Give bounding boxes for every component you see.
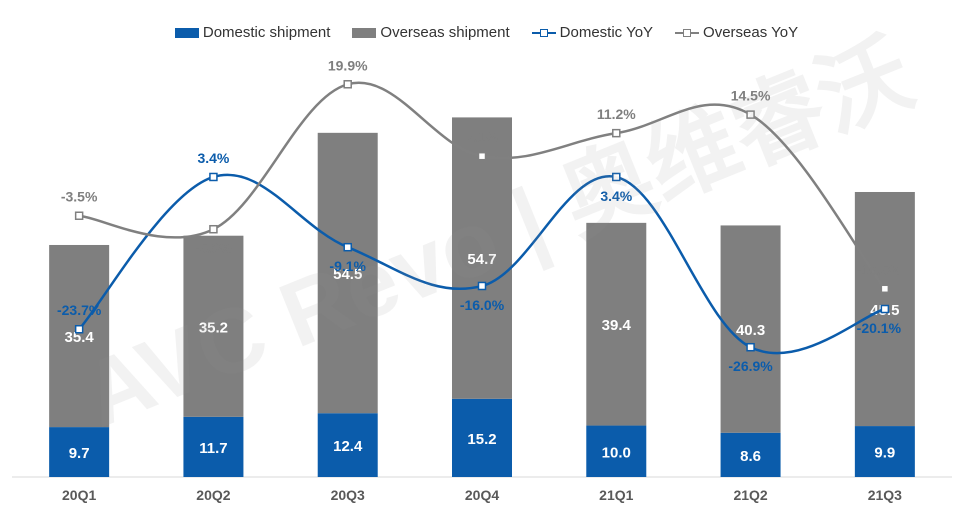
bar-label-overseas-20Q1: 35.4 [65, 329, 95, 346]
x-tick-label-20Q2: 20Q2 [196, 487, 230, 503]
point-label-overseas-yoy-20Q1: -3.5% [61, 189, 98, 205]
bar-label-domestic-21Q3: 9.9 [874, 445, 895, 462]
legend-item-overseas-yoy: Overseas YoY [675, 24, 798, 41]
bar-domestic-20Q4 [452, 398, 512, 477]
point-overseas-yoy-21Q1 [612, 128, 621, 138]
point-domestic-yoy-21Q1 [612, 172, 621, 182]
x-tick-label-20Q1: 20Q1 [62, 487, 96, 503]
legend-item-overseas-shipment: Overseas shipment [352, 24, 510, 41]
bar-label-overseas-21Q2: 40.3 [736, 322, 765, 339]
point-overseas-yoy-20Q1 [74, 211, 84, 220]
point-label-domestic-yoy-20Q1: -23.7% [57, 302, 102, 318]
point-label-overseas-yoy-21Q3: -16.5% [857, 262, 902, 278]
legend-label-domestic-yoy: Domestic YoY [559, 24, 654, 41]
bar-label-domestic-20Q4: 15.2 [467, 431, 496, 448]
bar-label-domestic-20Q3: 12.4 [333, 438, 363, 455]
bar-overseas-21Q1 [586, 222, 647, 426]
point-domestic-yoy-20Q3 [343, 242, 352, 252]
bar-label-overseas-20Q4: 54.7 [467, 251, 496, 268]
point-overseas-yoy-20Q4 [477, 151, 487, 161]
bar-label-overseas-21Q1: 39.4 [602, 317, 632, 334]
bar-label-overseas-20Q3: 54.5 [333, 266, 362, 283]
bar-domestic-21Q3 [854, 426, 915, 477]
point-domestic-yoy-20Q1 [74, 324, 84, 334]
point-label-overseas-yoy-20Q4: 7.1% [466, 129, 498, 145]
point-label-domestic-yoy-21Q3: -20.1% [857, 320, 902, 336]
point-label-overseas-yoy-21Q2: 14.5% [731, 88, 771, 104]
bar-label-domestic-21Q2: 8.6 [740, 448, 761, 465]
legend: Domestic shipment Overseas shipment Dome… [0, 24, 973, 41]
legend-label-domestic-shipment: Domestic shipment [202, 24, 331, 41]
point-label-domestic-yoy-20Q3: -9.1% [329, 258, 366, 274]
point-domestic-yoy-20Q4 [477, 281, 487, 291]
legend-swatch-overseas-shipment [352, 27, 377, 38]
point-domestic-yoy-21Q2 [746, 342, 755, 352]
bar-domestic-20Q2 [183, 416, 244, 477]
point-label-domestic-yoy-21Q1: 3.4% [600, 188, 632, 204]
bar-domestic-20Q1 [49, 427, 110, 477]
legend-item-domestic-yoy: Domestic YoY [531, 24, 654, 41]
point-label-overseas-yoy-20Q3: 19.9% [328, 57, 368, 73]
bar-domestic-21Q2 [720, 432, 781, 477]
legend-label-overseas-yoy: Overseas YoY [703, 24, 799, 41]
bar-overseas-20Q2 [183, 235, 244, 417]
point-domestic-yoy-21Q3 [880, 304, 890, 314]
legend-swatch-domestic-shipment [174, 27, 199, 38]
bar-domestic-21Q1 [586, 425, 647, 477]
x-tick-label-21Q2: 21Q2 [733, 487, 767, 503]
bar-label-domestic-20Q1: 9.7 [69, 445, 90, 462]
point-label-domestic-yoy-20Q2: 3.4% [197, 150, 229, 166]
x-tick-label-21Q3: 21Q3 [868, 487, 902, 503]
point-label-overseas-yoy-21Q1: 11.2% [597, 106, 636, 122]
legend-label-overseas-shipment: Overseas shipment [380, 24, 510, 41]
bar-label-domestic-21Q1: 10.0 [602, 444, 631, 461]
point-overseas-yoy-20Q3 [343, 80, 352, 89]
x-tick-label-20Q4: 20Q4 [465, 487, 499, 503]
point-overseas-yoy-20Q2 [209, 224, 218, 234]
legend-item-domestic-shipment: Domestic shipment [174, 24, 331, 41]
bar-overseas-20Q3 [317, 132, 378, 414]
legend-swatch-overseas-yoy [675, 28, 700, 38]
point-label-domestic-yoy-21Q2: -26.9% [728, 358, 773, 374]
bar-domestic-20Q3 [317, 413, 378, 477]
legend-swatch-domestic-yoy [531, 28, 556, 38]
x-tick-label-20Q3: 20Q3 [331, 487, 365, 503]
bar-overseas-20Q4 [452, 117, 512, 399]
x-tick-label-21Q1: 21Q1 [599, 487, 633, 503]
bar-overseas-20Q1 [49, 244, 110, 428]
point-domestic-yoy-20Q2 [209, 172, 218, 182]
point-label-domestic-yoy-20Q4: -16.0% [460, 297, 505, 313]
bar-label-overseas-20Q2: 35.2 [199, 319, 228, 336]
bar-label-domestic-20Q2: 11.7 [199, 440, 227, 457]
point-label-overseas-yoy-20Q2: -5.9% [195, 240, 232, 256]
point-overseas-yoy-21Q3 [880, 284, 890, 294]
point-overseas-yoy-21Q2 [746, 110, 755, 119]
